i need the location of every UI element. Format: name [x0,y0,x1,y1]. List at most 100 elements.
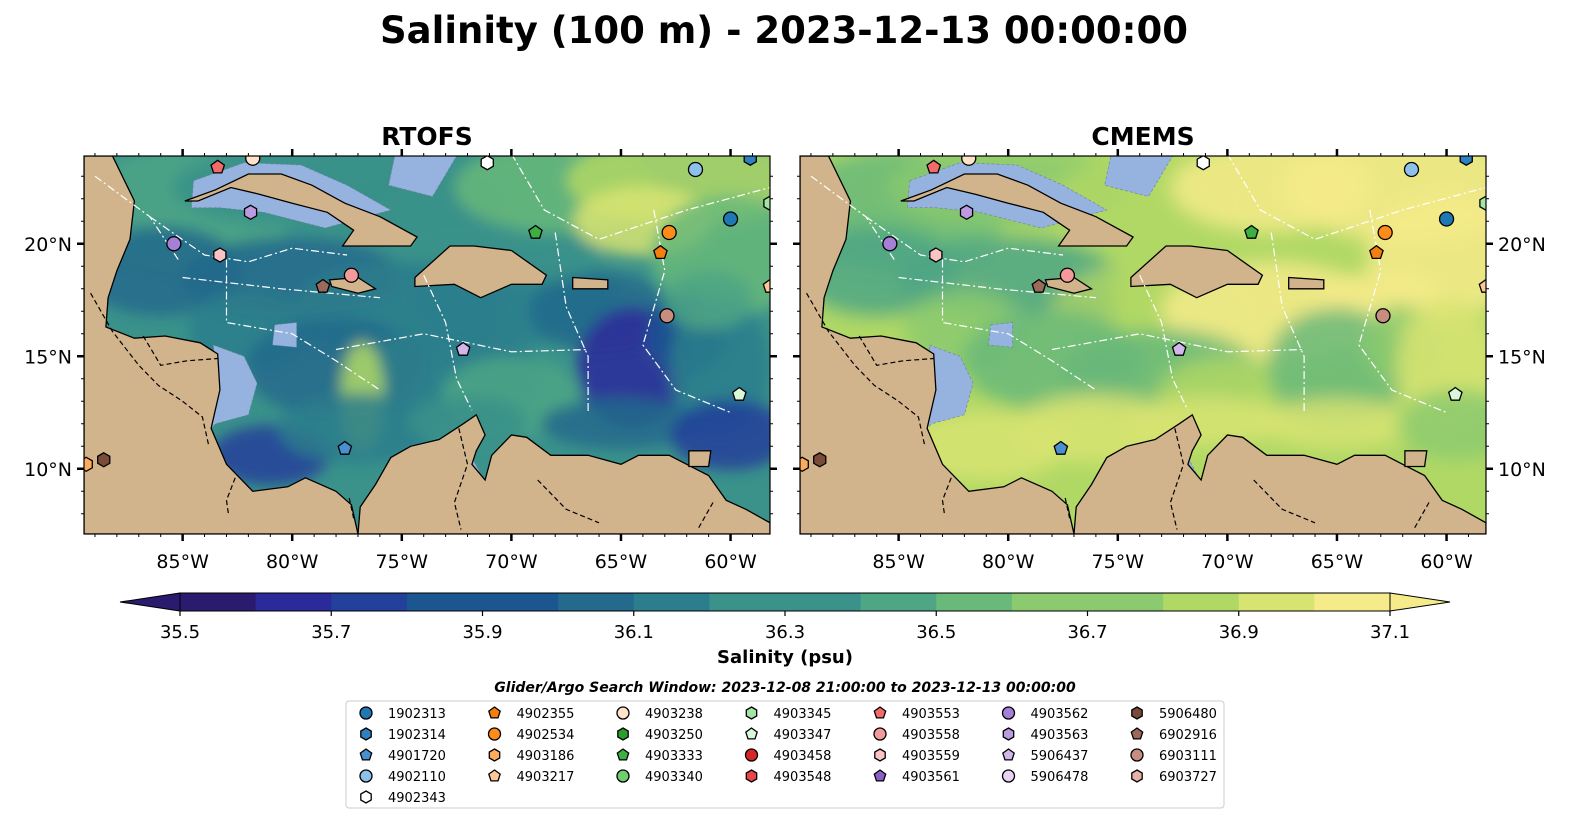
salinity-patch [1397,388,1486,459]
legend-marker [616,706,630,720]
float-marker-4901720 [337,440,353,455]
colorbar-segment [331,593,408,611]
legend-marker [745,727,758,740]
land-mass [900,173,1135,247]
legend-label: 4903458 [774,749,832,764]
float-marker-4903333 [1244,224,1259,239]
x-tick-label: 60°W [1420,551,1473,573]
legend-marker [873,769,887,782]
float-marker-4903559 [213,247,227,263]
legend-marker [745,706,758,720]
x-tick-label: 65°W [1311,551,1364,573]
shelf-area [388,156,457,197]
figure-title: Salinity (100 m) - 2023-12-13 00:00:00 [380,9,1188,52]
colorbar-segment [1163,593,1240,611]
colorbar-segment [1314,593,1391,611]
float-marker-1902313 [1438,211,1455,227]
y-tick-label-right: 15°N [1498,346,1546,368]
country-border [453,428,469,530]
float-marker-4903345 [1479,195,1486,211]
float-marker-5906480 [97,452,111,468]
country-border [858,335,934,366]
salinity-patch [1257,398,1417,449]
land-mass [1404,450,1428,468]
colorbar-segment [180,593,257,611]
map-frame [799,155,1487,535]
legend-label: 4903250 [645,728,703,743]
legend-label: 4902343 [388,791,446,806]
legend-label: 5906480 [1159,707,1217,722]
legend-marker [873,706,887,719]
shelf-area [988,322,1013,348]
float-marker-4903333 [528,224,543,239]
x-tick-label: 85°W [156,551,209,573]
colorbar-segment [785,593,862,611]
eez-boundary [642,209,731,414]
colorbar-segment [406,593,483,611]
legend-label: 4903333 [645,749,703,764]
legend-marker [488,748,501,762]
country-border [1169,428,1185,530]
legend-label: 4902355 [517,707,575,722]
legend-label: 4903347 [774,728,832,743]
float-marker-4903186 [84,456,93,473]
colorbar-segment [255,593,332,611]
y-tick-label-right: 20°N [1498,234,1546,256]
colorbar-segment [633,593,710,611]
float-marker-4903558 [1059,267,1076,283]
float-marker-4903217 [762,278,770,293]
float-marker-1902314 [1459,156,1473,166]
legend-marker [617,727,629,741]
legend-marker [1131,706,1143,720]
legend-label: 4903345 [774,707,832,722]
legend-marker [488,706,501,719]
float-marker-4903563 [959,204,974,221]
eez-boundary [423,274,473,411]
float-marker-4903558 [343,267,360,283]
colorbar-tick-label: 35.7 [311,622,351,643]
legend-label: 4903238 [645,707,703,722]
float-marker-4903345 [763,195,770,211]
x-tick-label: 60°W [704,551,757,573]
x-tick-label: 75°W [376,551,429,573]
colorbar-extend-low [119,592,181,612]
y-tick-label-left: 20°N [24,234,72,256]
legend-label: 1902314 [388,728,446,743]
legend-label: 4903340 [645,770,703,785]
colorbar-segment [709,593,786,611]
colorbar-segment [936,593,1013,611]
float-marker-4903238 [961,156,977,166]
colorbar-tick-label: 35.9 [462,622,502,643]
float-marker-4903347 [1447,386,1463,401]
panel-title-rtofs: RTOFS [381,122,473,151]
country-border [142,335,218,366]
eez-boundary [512,156,770,240]
float-marker-4903553 [926,159,942,174]
float-marker-5906480 [813,452,827,468]
country-border [1253,479,1316,524]
salinity-patch [663,270,754,330]
land-mass [84,156,359,534]
float-marker-4903562 [166,236,182,252]
colorbar-tick-label: 35.5 [160,622,200,643]
y-tick-label-left: 10°N [24,459,72,481]
legend-label: 5906437 [1031,749,1089,764]
land-mass [688,450,712,468]
legend-label: 6903727 [1159,770,1217,785]
colorbar-tick-label: 36.3 [765,622,805,643]
legend-title: Glider/Argo Search Window: 2023-12-08 21… [494,680,1076,696]
float-marker-1902313 [722,211,739,227]
colorbar-extend-high [1389,592,1451,612]
map-panel-cmems [793,149,1493,541]
land-mass [572,276,609,290]
legend-marker [744,748,759,762]
legend-label: 4903558 [902,728,960,743]
legend-marker [359,748,373,761]
colorbar-segment [1087,593,1164,611]
legend-label: 1902313 [388,707,446,722]
float-marker-4903217 [1478,278,1486,293]
shelf-area [1104,156,1173,197]
colorbar-tick-label: 36.9 [1219,622,1259,643]
shelf-area [210,344,258,430]
legend-label: 4903553 [902,707,960,722]
